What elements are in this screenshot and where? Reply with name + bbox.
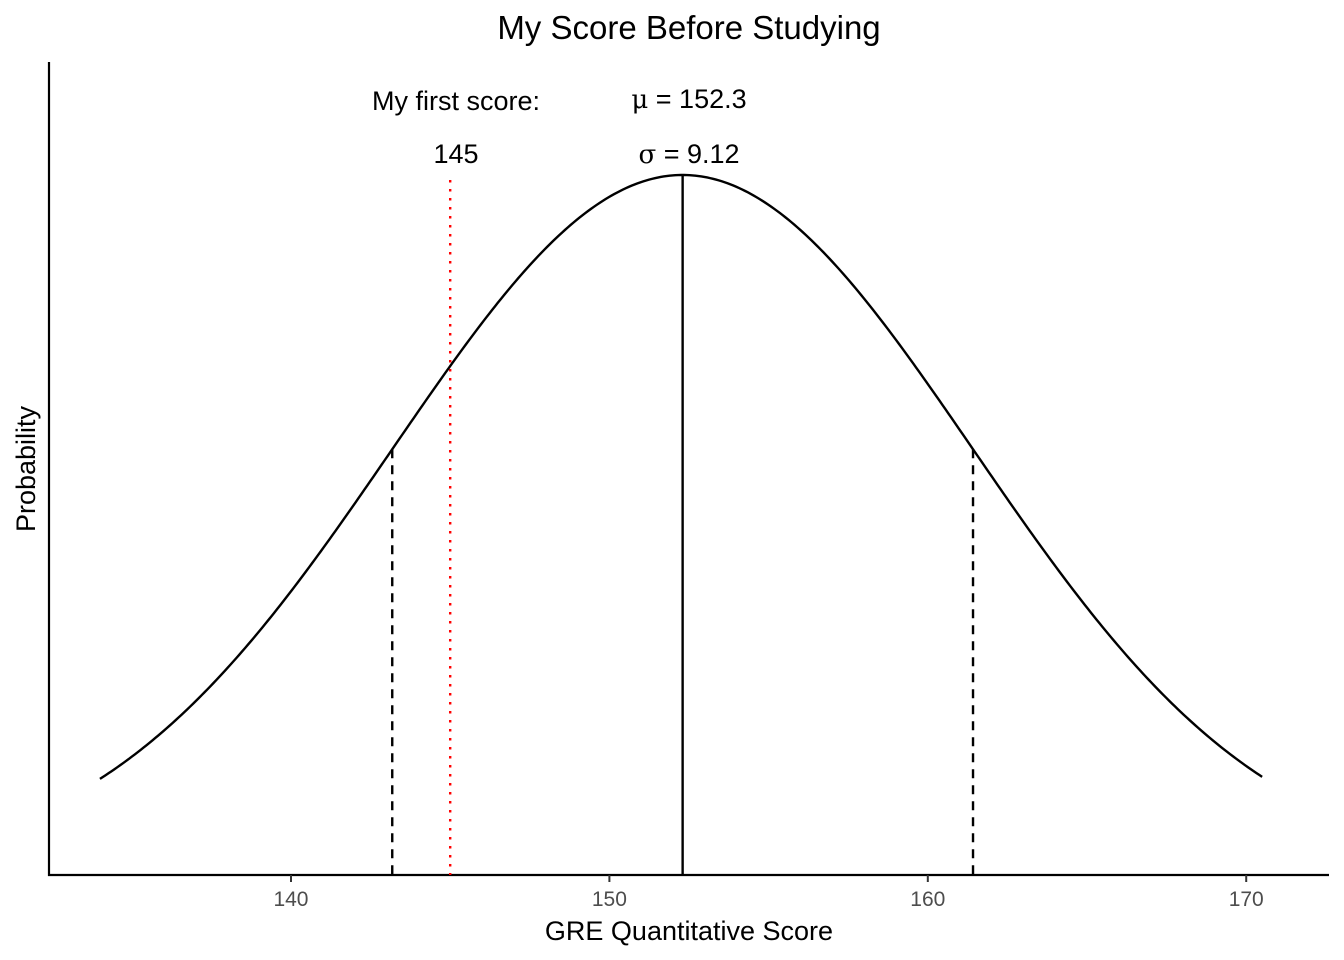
mean-annotation: μ = 152.3 <box>631 84 746 115</box>
x-axis-title: GRE Quantitative Score <box>545 916 833 946</box>
sigma-symbol: σ <box>638 140 656 170</box>
density-curve <box>99 173 1263 780</box>
x-tick-label: 140 <box>273 888 308 911</box>
x-ticks: 140 150 160 170 <box>273 875 1264 911</box>
chart-title: My Score Before Studying <box>497 9 880 46</box>
mu-value: = 152.3 <box>648 84 746 114</box>
x-tick-label: 170 <box>1229 888 1264 911</box>
x-tick-label: 150 <box>592 888 627 911</box>
sigma-value: = 9.12 <box>656 139 739 169</box>
reference-lines <box>391 175 975 875</box>
first-score-label: My first score: <box>372 86 540 116</box>
y-axis-title: Probability <box>11 405 41 532</box>
sd-annotation: σ = 9.12 <box>638 139 739 170</box>
first-score-value: 145 <box>433 139 478 169</box>
x-tick-label: 160 <box>910 888 945 911</box>
density-curve-layer <box>99 173 1263 780</box>
mu-symbol: μ <box>631 85 648 115</box>
